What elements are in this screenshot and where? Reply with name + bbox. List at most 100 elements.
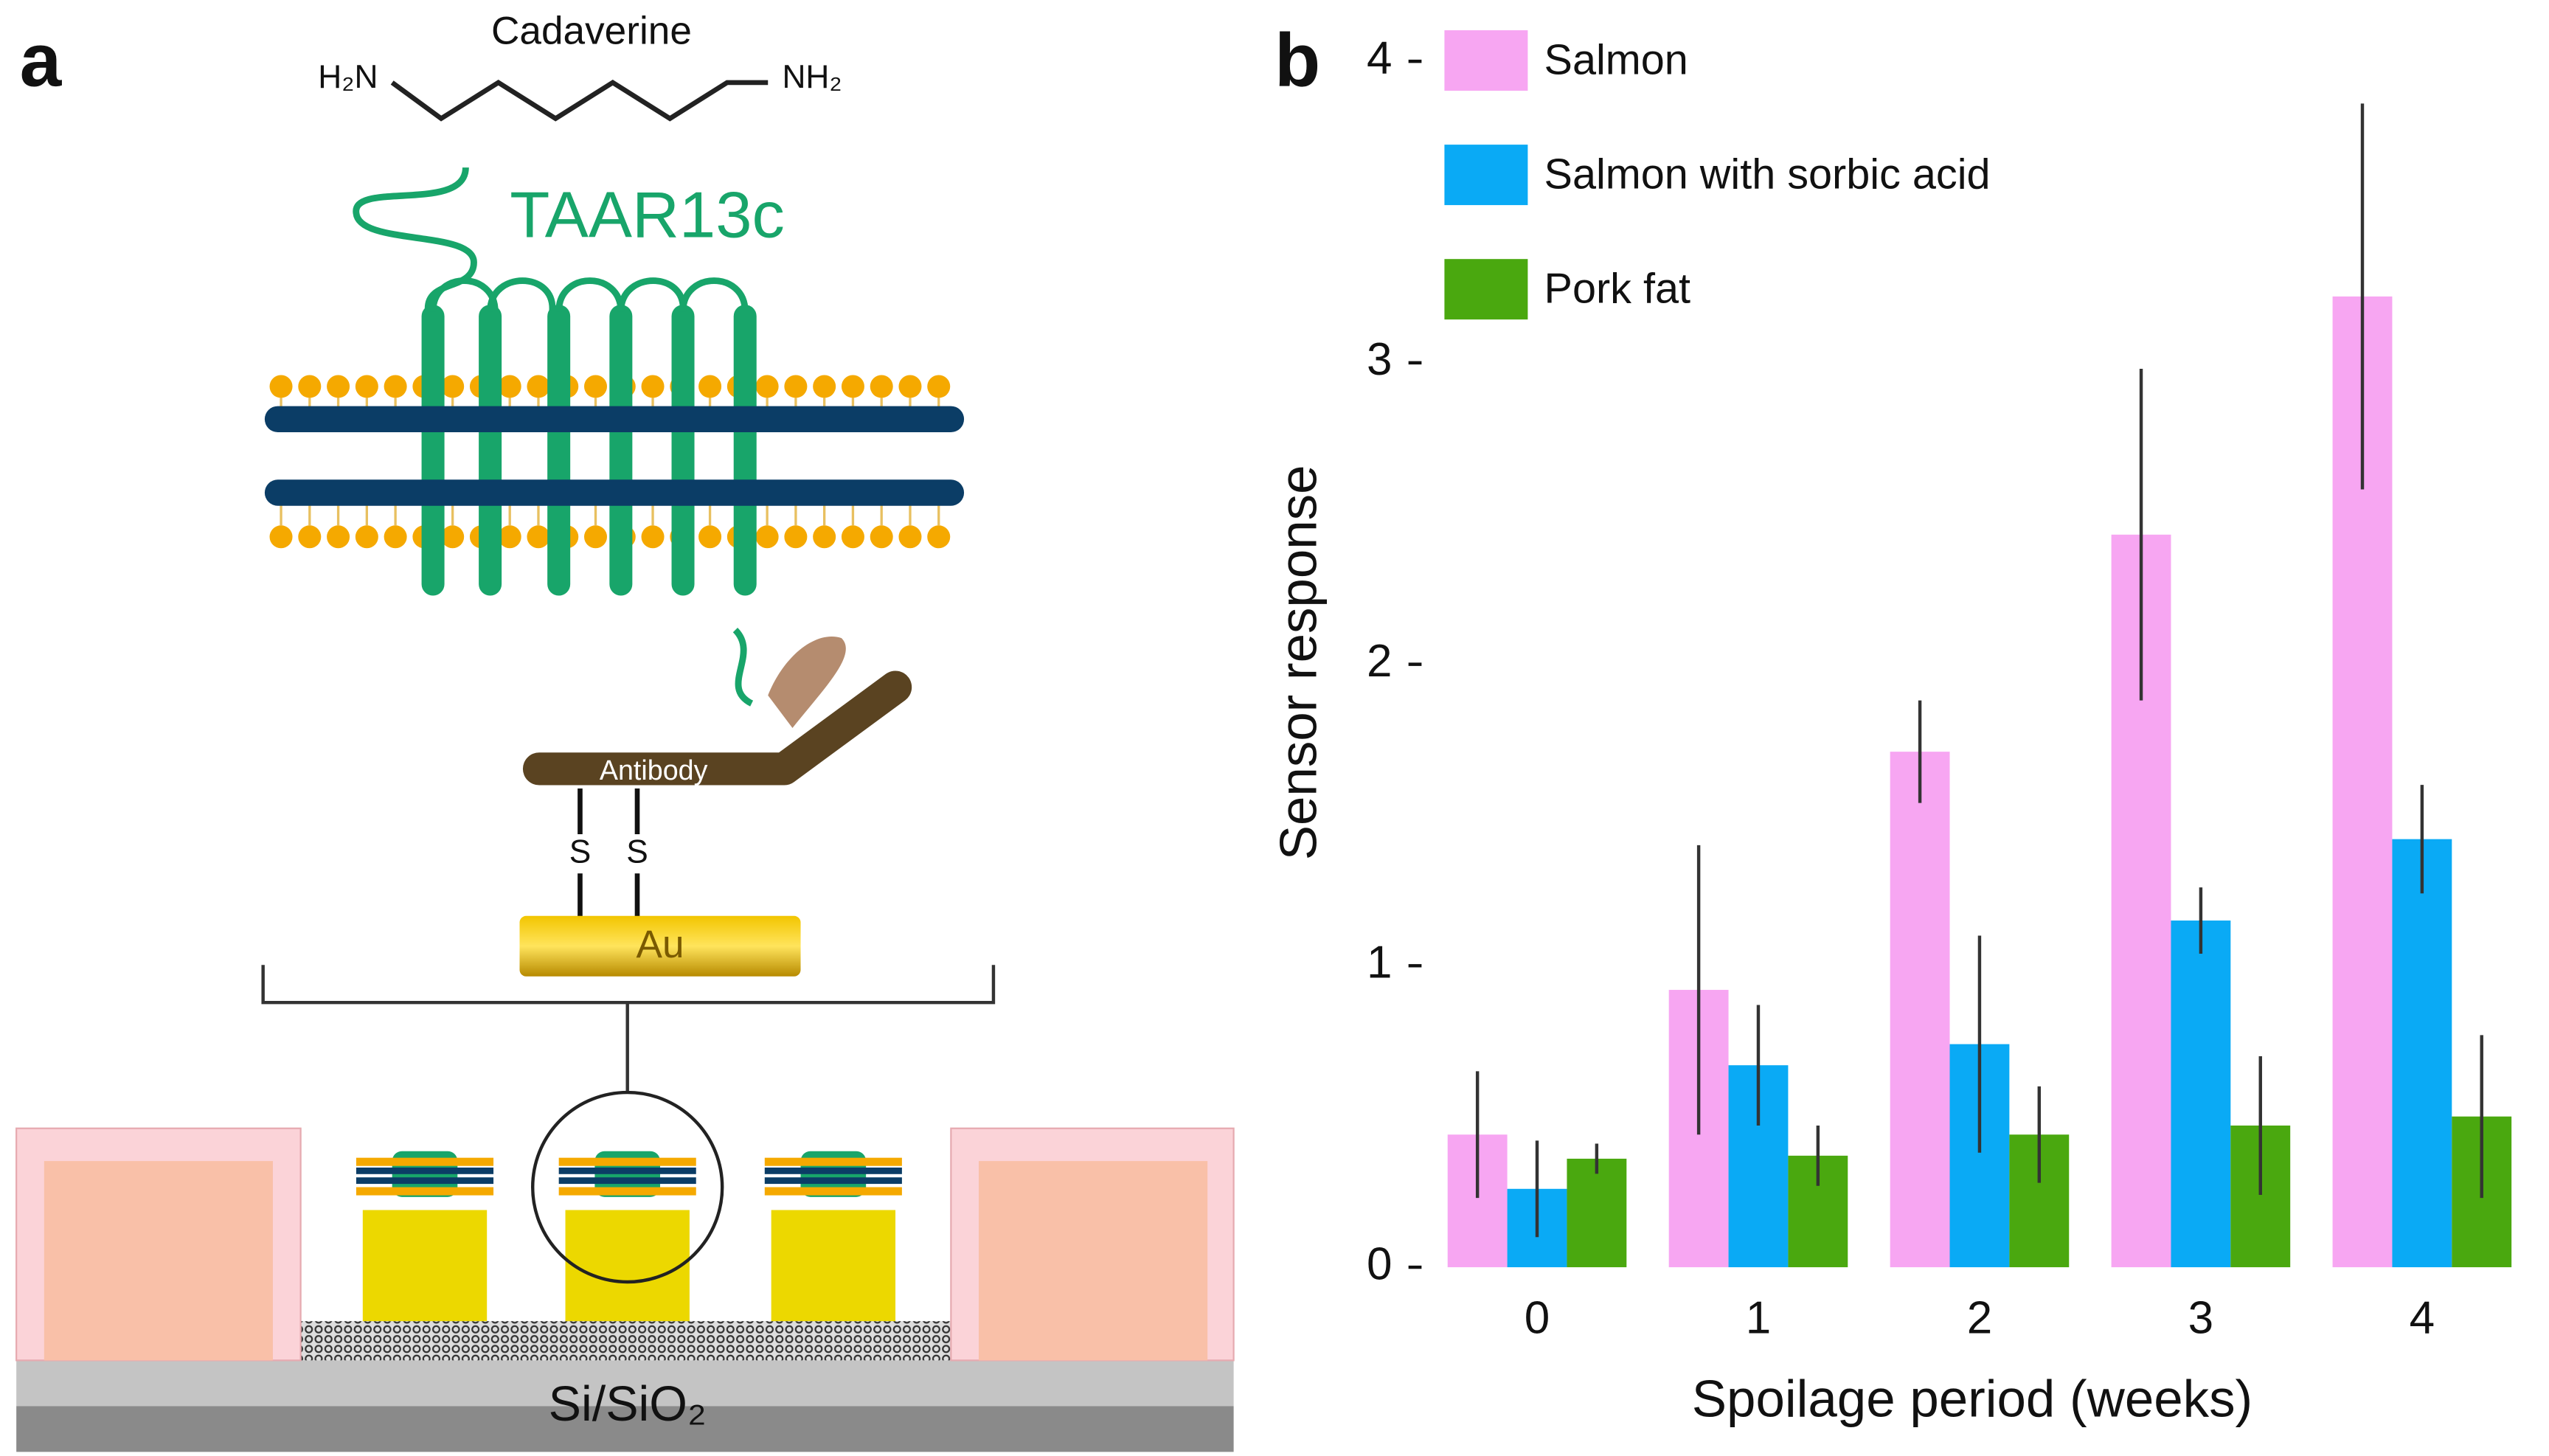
helix: [547, 305, 571, 596]
panel-label: a: [20, 18, 63, 103]
receptor-tail: [353, 167, 477, 312]
lipid-head: [327, 375, 350, 398]
lipid-head: [927, 375, 951, 398]
mini-lipid: [356, 1157, 494, 1166]
sulfur-label: S: [626, 833, 648, 870]
lipid-head: [384, 525, 407, 549]
y-tick-label: 3: [1367, 334, 1393, 385]
lipid-head: [755, 525, 779, 549]
electrode-core: [979, 1161, 1208, 1361]
lipid-head: [269, 525, 293, 549]
legend-label: Salmon with sorbic acid: [1544, 151, 1991, 198]
lipid-head: [898, 375, 922, 398]
y-tick-label: 2: [1367, 636, 1393, 687]
antibody-label: Antibody: [600, 755, 708, 786]
linker-gap: [563, 834, 597, 874]
y-tick-label: 4: [1367, 33, 1393, 84]
helix: [671, 305, 695, 596]
molecule-chain: [390, 79, 769, 122]
lipid-head: [327, 525, 350, 549]
bar: [1567, 1158, 1627, 1268]
linker-gap: [620, 834, 654, 874]
bar: [2392, 839, 2452, 1268]
electrode-core: [44, 1161, 273, 1361]
substrate-label: Si/SiO₂: [549, 1377, 707, 1432]
mini-lipid: [356, 1187, 494, 1196]
loop: [617, 277, 687, 312]
lipid-head: [698, 375, 722, 398]
x-tick-label: 0: [1525, 1293, 1550, 1344]
x-tick-label: 1: [1746, 1293, 1771, 1344]
mini-band: [558, 1177, 696, 1185]
bar: [1890, 752, 1950, 1268]
helix: [609, 305, 633, 596]
amine-label: H₂N: [318, 59, 378, 95]
y-tick-label: 1: [1367, 937, 1393, 988]
loop: [679, 277, 749, 312]
lipid-head: [813, 375, 836, 398]
antibody: [522, 670, 912, 786]
lipid-head: [298, 375, 322, 398]
y-tick-label: 0: [1367, 1238, 1393, 1289]
helix: [479, 305, 502, 596]
lipid-head: [698, 525, 722, 549]
channel: [274, 1321, 977, 1361]
mini-lipid: [558, 1187, 696, 1196]
lipid-head: [870, 525, 893, 549]
mini-lipid: [764, 1187, 902, 1196]
lipid-head: [584, 375, 608, 398]
lipid-head: [441, 375, 465, 398]
lipid-head: [527, 375, 550, 398]
sulfur-label: S: [569, 833, 592, 870]
legend-label: Salmon: [1544, 37, 1688, 84]
mini-lipid: [764, 1157, 902, 1166]
lipid-head: [498, 375, 521, 398]
lipid-head: [269, 375, 293, 398]
gold-nanorod: [519, 915, 801, 977]
mini-lipid: [558, 1157, 696, 1166]
panel-label: b: [1274, 18, 1320, 103]
lipid-head: [355, 375, 378, 398]
mini-band: [558, 1167, 696, 1174]
pillar: [565, 1210, 690, 1322]
lipid-head: [784, 525, 808, 549]
lipid-head: [841, 525, 864, 549]
x-tick-label: 3: [2188, 1293, 2213, 1344]
mini-band: [764, 1177, 902, 1185]
helix: [421, 305, 445, 596]
lipid-head: [784, 375, 808, 398]
mini-band: [356, 1167, 494, 1174]
legend-swatch: [1444, 259, 1528, 320]
y-axis-label: Sensor response: [1269, 465, 1328, 860]
mini-band: [356, 1177, 494, 1185]
membrane: [264, 277, 965, 596]
pillars: [356, 1151, 902, 1322]
antibody-fragment: [768, 637, 846, 728]
bar: [2171, 921, 2231, 1268]
legend-swatch: [1444, 145, 1528, 206]
x-tick-label: 2: [1967, 1293, 1992, 1344]
lipid-head: [384, 375, 407, 398]
lipid-head: [498, 525, 521, 549]
lipid-head: [355, 525, 378, 549]
molecule-name: Cadaverine: [491, 10, 692, 53]
loop: [555, 277, 625, 312]
lipid-head: [841, 375, 864, 398]
lipid-head: [298, 525, 322, 549]
amine-label: NH₂: [782, 59, 842, 95]
x-tick-label: 4: [2410, 1293, 2435, 1344]
gold-label: Au: [636, 923, 684, 966]
membrane-band: [264, 479, 965, 506]
loop: [487, 277, 556, 312]
pillar: [771, 1210, 896, 1322]
legend-label: Pork fat: [1544, 266, 1690, 313]
pillar: [362, 1210, 488, 1322]
substrate: [16, 1406, 1234, 1452]
zoom-circle: [531, 1090, 724, 1284]
lipid-head: [584, 525, 608, 549]
lipid-head: [641, 375, 665, 398]
lipid-head: [898, 525, 922, 549]
lipid-head: [441, 525, 465, 549]
